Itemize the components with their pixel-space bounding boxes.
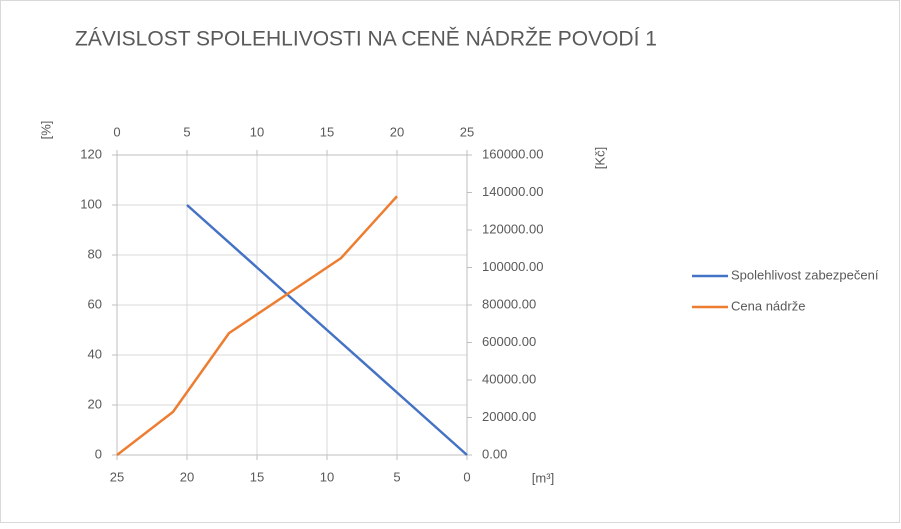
x-tick-label: 15 [250, 469, 264, 484]
y2-tick-label: 20000.00 [482, 409, 536, 424]
x2-tick-label: 5 [183, 124, 190, 139]
y-tick-label: 120 [80, 146, 102, 161]
x-tick-label: 25 [110, 469, 124, 484]
series-line [116, 195, 398, 456]
y2-tick-label: 60000.00 [482, 334, 536, 349]
x2-tick-label: 15 [320, 124, 334, 139]
x-tick-label: 5 [393, 469, 400, 484]
y2-axis-label: [Kč] [592, 147, 607, 169]
y-tick-label: 60 [88, 296, 102, 311]
x2-tick-label: 10 [250, 124, 264, 139]
y2-tick-label: 120000.00 [482, 221, 543, 236]
y2-tick-label: 140000.00 [482, 184, 543, 199]
y2-tick-label: 80000.00 [482, 296, 536, 311]
y2-tick-label: 40000.00 [482, 371, 536, 386]
y-tick-label: 40 [88, 346, 102, 361]
legend-label: Cena nádrže [731, 298, 805, 313]
x-tick-label: 0 [463, 469, 470, 484]
y2-tick-label: 160000.00 [482, 146, 543, 161]
y-tick-label: 20 [88, 396, 102, 411]
y2-tick-label: 0.00 [482, 446, 507, 461]
y-tick-label: 100 [80, 196, 102, 211]
x-tick-label: 20 [180, 469, 194, 484]
series-line [186, 204, 468, 456]
y2-tick-label: 100000.00 [482, 259, 543, 274]
y-tick-label: 80 [88, 246, 102, 261]
y-tick-label: 0 [95, 446, 102, 461]
legend-label: Spolehlivost zabezpečení [731, 267, 879, 282]
x2-tick-label: 25 [460, 124, 474, 139]
x2-tick-label: 0 [113, 124, 120, 139]
x2-tick-label: 20 [390, 124, 404, 139]
x-tick-label: 10 [320, 469, 334, 484]
x-axis-label: [m³] [532, 470, 554, 485]
chart-title: ZÁVISLOST SPOLEHLIVOSTI NA CENĚ NÁDRŽE P… [75, 28, 657, 51]
y-axis-label: [%] [38, 121, 53, 140]
